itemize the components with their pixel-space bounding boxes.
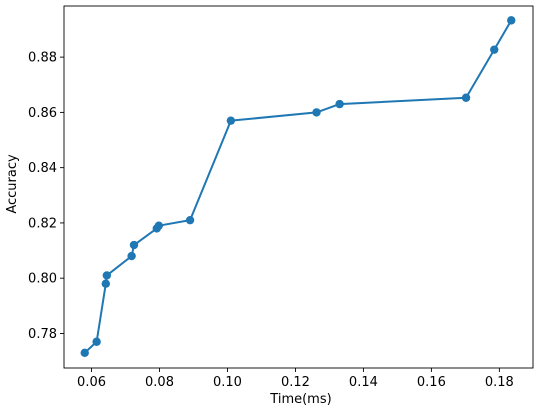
data-point [154,221,164,230]
y-axis-label: Accuracy [5,154,20,214]
data-point [80,348,89,358]
y-tick-label: 0.84 [28,161,57,176]
y-tick-label: 0.80 [28,272,57,287]
x-tick-label: 0.14 [349,375,378,390]
x-tick-label: 0.16 [417,375,446,390]
data-point [92,337,101,346]
x-tick-label: 0.10 [213,375,242,390]
plot-frame [63,5,534,369]
x-tick-label: 0.06 [77,375,106,390]
data-point [312,108,321,117]
series-layer [80,16,516,358]
y-tick-label: 0.78 [28,327,57,342]
x-axis-label: Time(ms) [269,392,331,407]
x-tick-label: 0.08 [145,375,174,390]
data-point [461,93,471,102]
y-tick-label: 0.88 [28,51,57,66]
x-axis: 0.06 0.08 0.10 0.12 0.14 0.16 0.18 [77,368,514,390]
y-tick-label: 0.82 [28,216,57,231]
data-point [185,215,195,225]
data-point [102,271,112,280]
data-point [129,240,139,250]
series-line [83,19,513,354]
y-tick-label: 0.86 [28,106,57,121]
y-axis: 0.78 0.80 0.82 0.84 0.86 0.88 [28,51,64,342]
data-point [490,45,499,54]
data-point [101,279,111,288]
plot-area [63,5,534,369]
data-point [226,116,236,125]
data-point [127,251,136,261]
data-point [507,16,516,25]
data-point [335,99,344,109]
x-tick-label: 0.12 [281,375,310,390]
x-tick-label: 0.18 [485,375,514,390]
